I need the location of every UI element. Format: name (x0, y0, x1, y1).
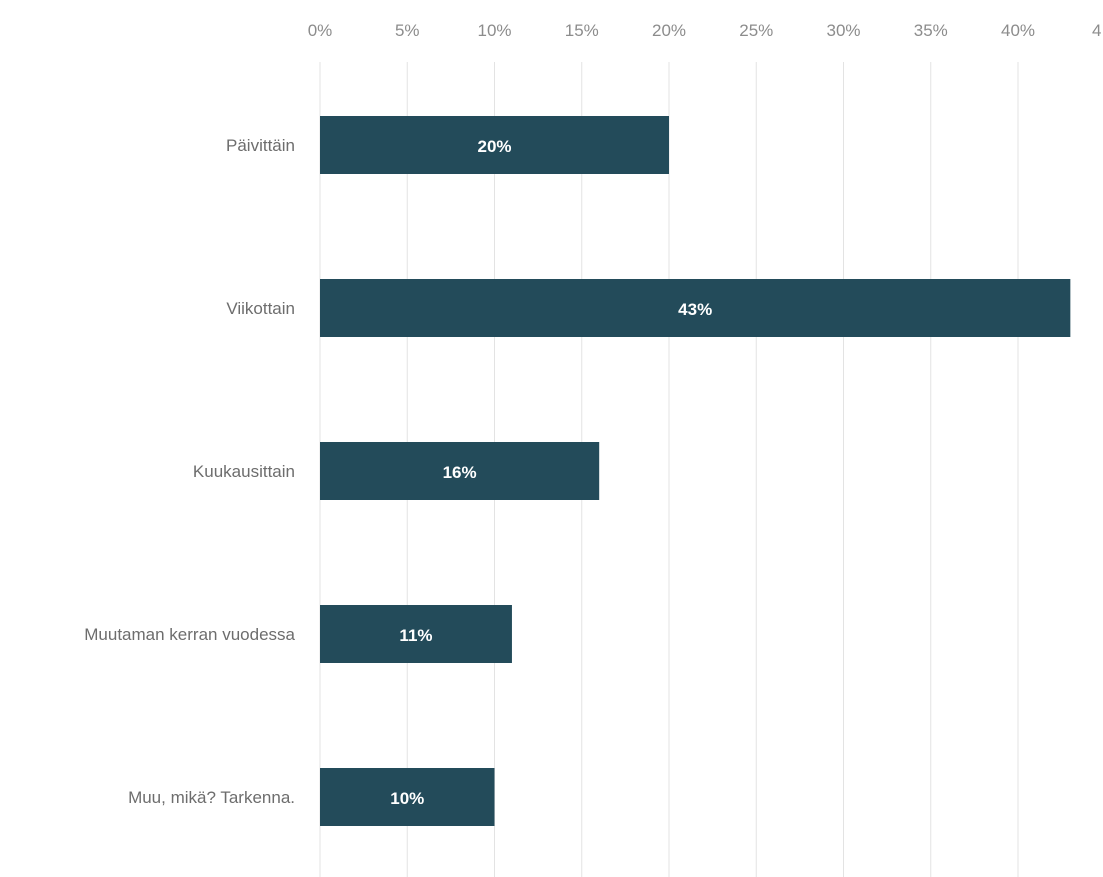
data-label: 16% (443, 463, 477, 482)
x-axis-tick-labels: 0% 5% 10% 15% 20% 25% 30% 35% 40% 4… (308, 21, 1103, 40)
category-labels: Päivittäin Viikottain Kuukausittain Muutama… (84, 136, 295, 807)
bar (320, 279, 1071, 337)
x-tick-label: 30% (826, 21, 860, 40)
x-tick-label: 10% (477, 21, 511, 40)
category-label: Muu, mikä? Tarkenna. (128, 788, 295, 807)
x-tick-label: 35% (914, 21, 948, 40)
x-tick-label: 0% (308, 21, 333, 40)
data-labels: 20% 43% 16% 11% 10% (390, 137, 712, 808)
x-tick-label: 4… (1092, 21, 1103, 40)
category-label: Viikottain (226, 299, 295, 318)
x-tick-label: 15% (565, 21, 599, 40)
bars (320, 116, 1071, 826)
bar (320, 605, 512, 663)
data-label: 20% (477, 137, 511, 156)
data-label: 11% (399, 626, 432, 645)
x-tick-label: 20% (652, 21, 686, 40)
bar (320, 442, 600, 500)
gridlines (319, 62, 1019, 877)
bar (320, 116, 669, 174)
category-label: Muutaman kerran vuodessa (84, 625, 295, 644)
category-label: Päivittäin (226, 136, 295, 155)
data-label: 10% (390, 789, 424, 808)
category-label: Kuukausittain (193, 462, 295, 481)
data-label: 43% (678, 300, 712, 319)
x-tick-label: 40% (1001, 21, 1035, 40)
x-tick-label: 5% (395, 21, 420, 40)
bar (320, 768, 495, 826)
x-tick-label: 25% (739, 21, 773, 40)
